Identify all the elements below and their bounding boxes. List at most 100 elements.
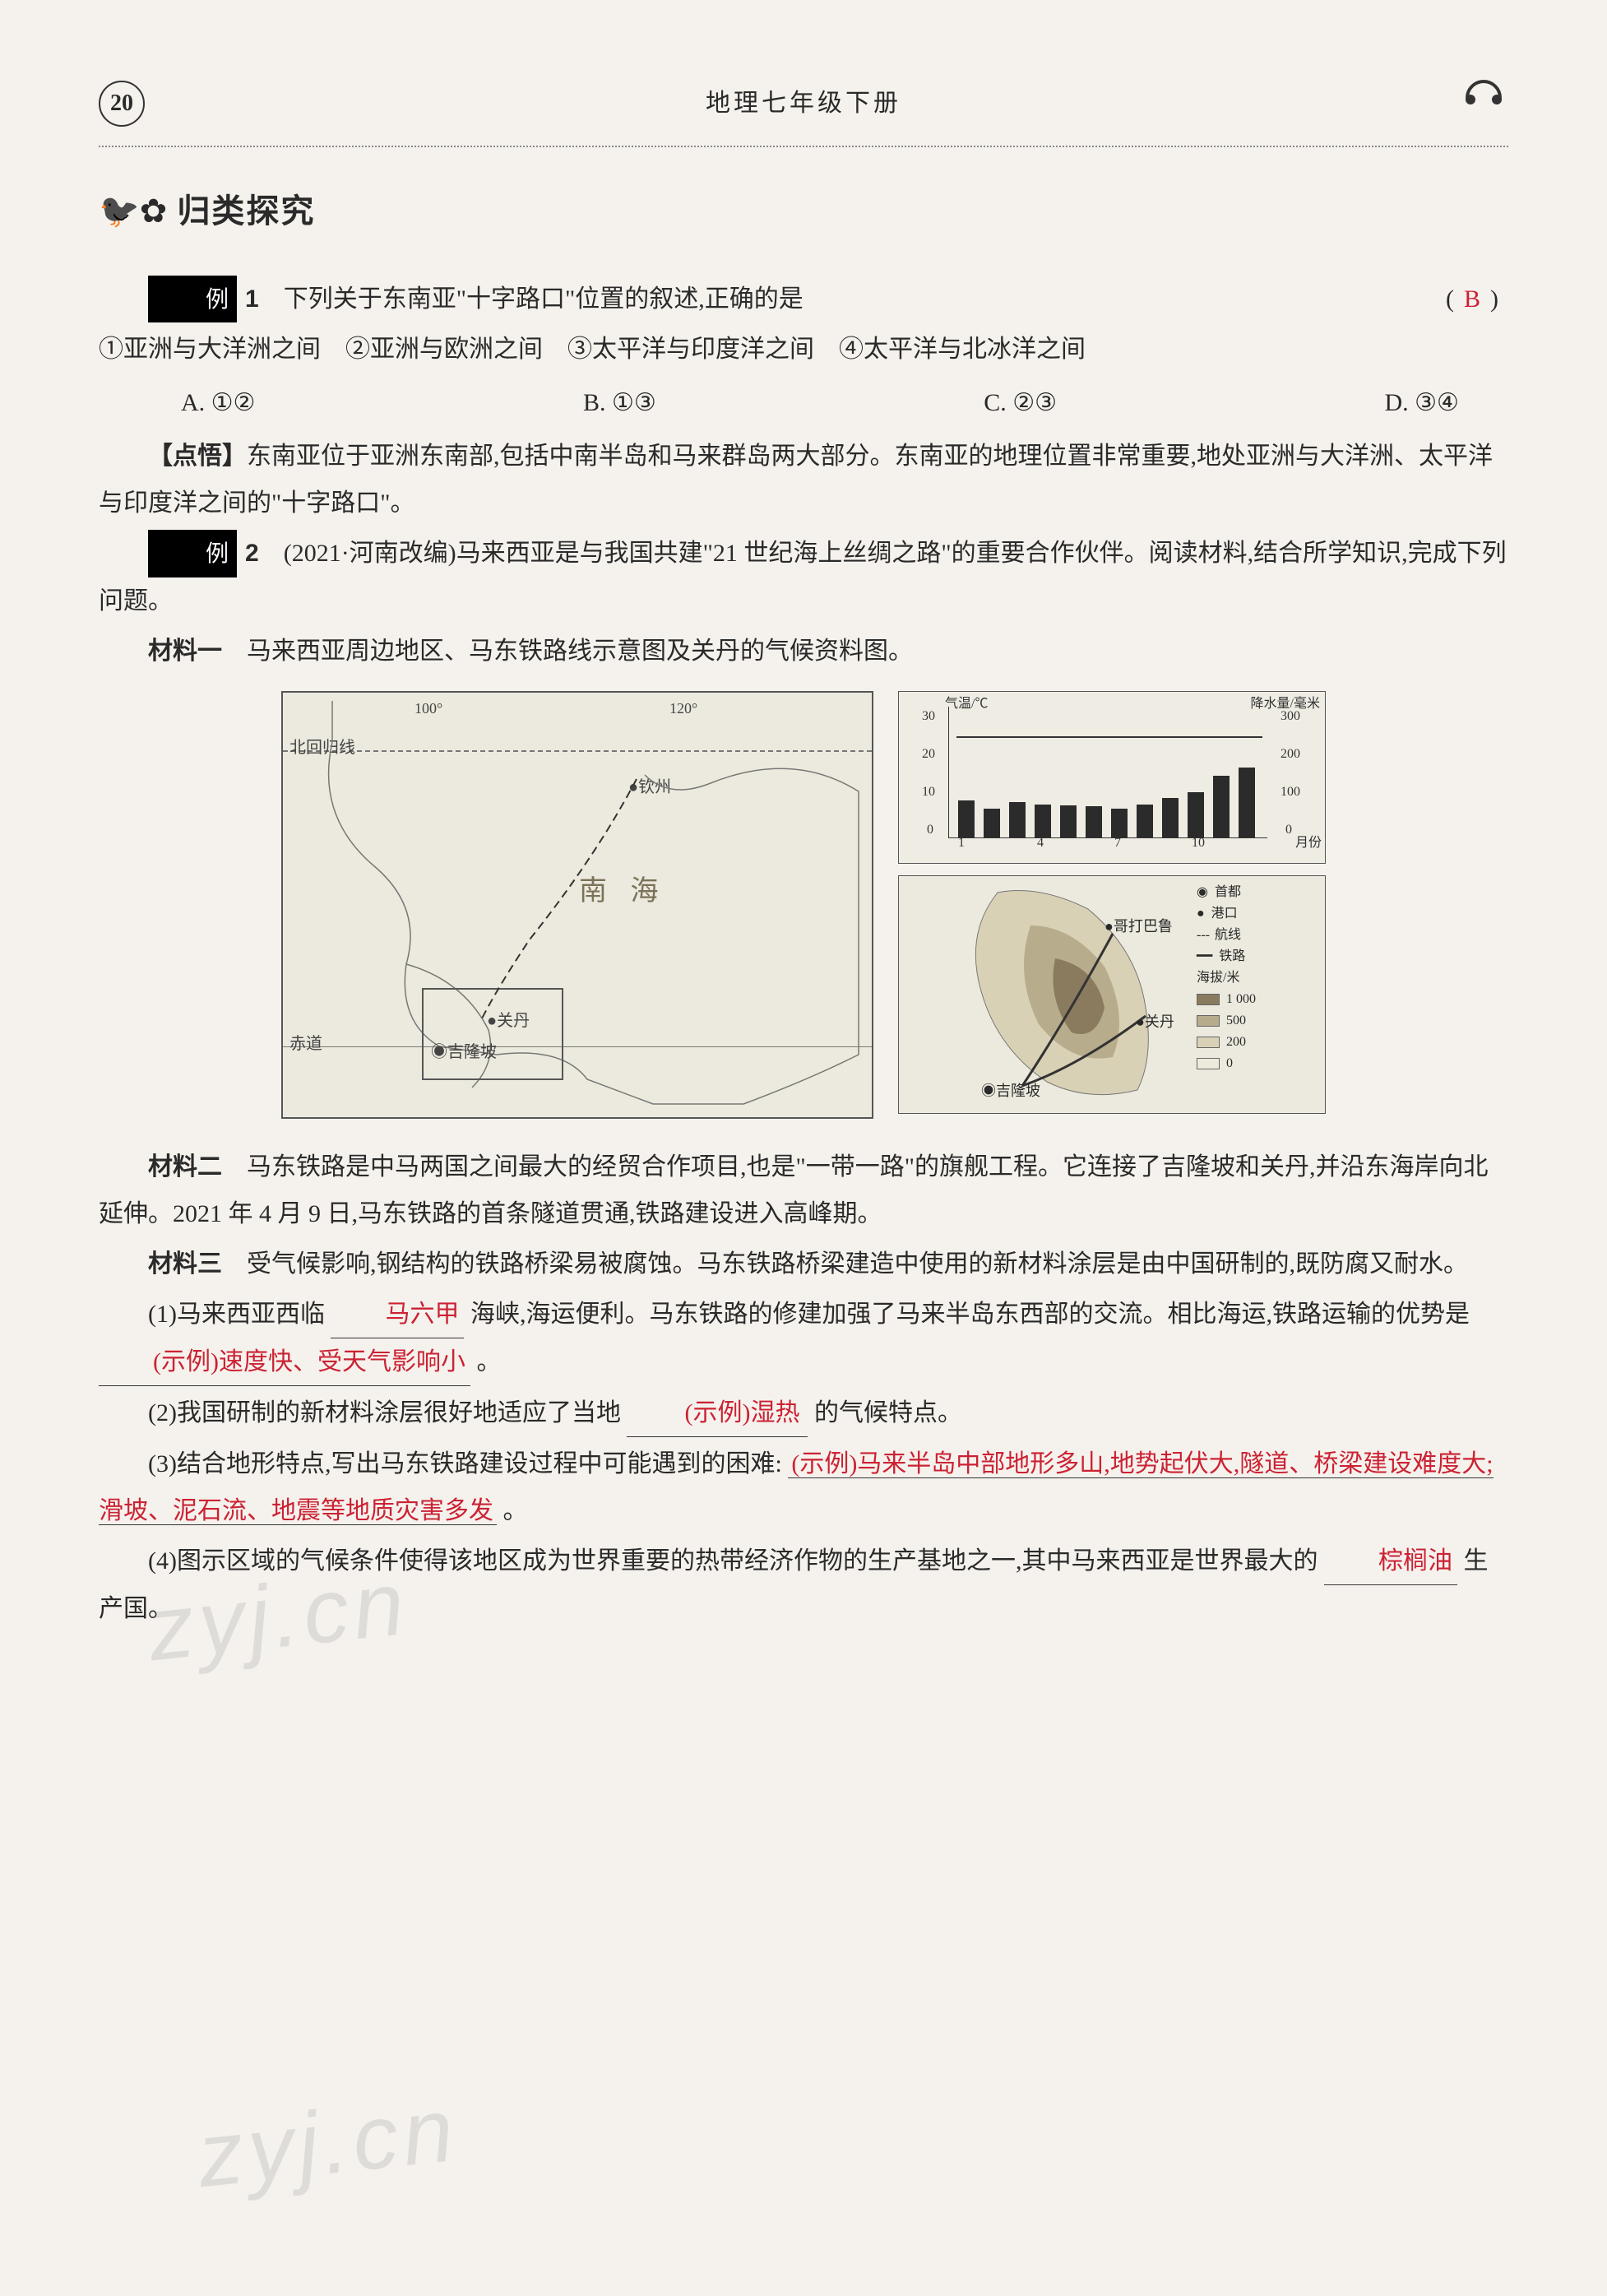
- place-kl: ◉吉隆坡: [431, 1037, 497, 1068]
- ytick: 20: [922, 742, 935, 767]
- page-header: 20 地理七年级下册: [99, 66, 1508, 147]
- place-gdbl: ●哥打巴鲁: [1105, 912, 1173, 940]
- material-2: 材料二 马东铁路是中马两国之间最大的经贸合作项目,也是"一带一路"的旗舰工程。它…: [99, 1143, 1508, 1237]
- place-guandan: ●关丹: [487, 1005, 530, 1037]
- paren-open: (: [1446, 285, 1464, 313]
- legend-elev-500: 500: [1197, 1011, 1320, 1031]
- example-number: 1: [245, 285, 259, 313]
- question-3: (3)结合地形特点,写出马东铁路建设过程中可能遇到的困难: (示例)马来半岛中部…: [99, 1440, 1508, 1534]
- map-legend: ◉首都 ●港口 - - -航线 ━━铁路 海拔/米 1 000 500 200 …: [1197, 881, 1320, 1075]
- example-number: 2: [245, 540, 259, 567]
- material-2-label: 材料二: [148, 1153, 222, 1180]
- watermark: zyj.cn: [189, 2043, 466, 2242]
- temp-line: [956, 736, 1262, 738]
- precip-bar: [958, 800, 975, 837]
- ex2-source: (2021·河南改编): [284, 540, 456, 567]
- precip-bar: [1162, 798, 1179, 837]
- material-1: 材料一 马来西亚周边地区、马东铁路线示意图及关丹的气候资料图。: [99, 628, 1508, 675]
- ex1-answer: B: [1464, 285, 1490, 313]
- dianwu-label: 【点悟】: [148, 443, 247, 470]
- q1-text-c: 。: [476, 1348, 501, 1375]
- ytick: 0: [927, 818, 933, 842]
- figure-right-column: 气温/℃ 降水量/毫米 0 10 20 30 0 100 200 300 1 4…: [898, 691, 1326, 1119]
- material-3-label: 材料三: [148, 1250, 222, 1278]
- example-2-stem: 例2 (2021·河南改编)马来西亚是与我国共建"21 世纪海上丝绸之路"的重要…: [99, 530, 1508, 624]
- q2-text-a: (2)我国研制的新材料涂层很好地适应了当地: [148, 1399, 621, 1426]
- legend-port: ●港口: [1197, 904, 1320, 924]
- q1-text-a: (1)马来西亚西临: [148, 1301, 325, 1328]
- ytick-r: 200: [1281, 742, 1300, 767]
- dianwu-text: 东南亚位于亚洲东南部,包括中南半岛和马来群岛两大部分。东南亚的地理位置非常重要,…: [99, 443, 1493, 517]
- paren-close: ): [1490, 285, 1508, 313]
- ex1-question: 下列关于东南亚"十字路口"位置的叙述,正确的是: [284, 285, 804, 313]
- ytick-r: 300: [1281, 704, 1300, 729]
- x-axis-label: 月份: [1295, 831, 1322, 856]
- material-1-text: 马来西亚周边地区、马东铁路线示意图及关丹的气候资料图。: [247, 638, 913, 665]
- q3-text-b: 。: [503, 1497, 528, 1524]
- precip-bar: [1060, 805, 1077, 837]
- y-axis: [948, 707, 949, 838]
- header-title: 地理七年级下册: [706, 80, 901, 127]
- q1-text-b: 海峡,海运便利。马东铁路的修建加强了马来半岛东西部的交流。相比海运,铁路运输的优…: [470, 1301, 1470, 1328]
- ytick-r: 100: [1281, 780, 1300, 805]
- section-heading: 🐦‍⬛✿ 归类探究: [99, 180, 1508, 243]
- option-c: C. ②③: [984, 379, 1057, 426]
- legend-elev-200: 200: [1197, 1032, 1320, 1052]
- legend-elev-label: 海拔/米: [1197, 968, 1320, 988]
- q2-blank: (示例)湿热: [627, 1389, 808, 1437]
- figure-block: 100° 120° 北回归线 赤道 ●钦州 南 海 ●关丹 ◉吉隆坡 气温/℃ …: [99, 691, 1508, 1119]
- inset-map: ●哥打巴鲁 ●关丹 ◉吉隆坡 ◉首都 ●港口 - - -航线 ━━铁路 海拔/米…: [898, 875, 1326, 1114]
- option-b: B. ①③: [583, 379, 656, 426]
- question-1: (1)马来西亚西临 马六甲 海峡,海运便利。马东铁路的修建加强了马来半岛东西部的…: [99, 1291, 1508, 1386]
- ex1-choices-nums: ①亚洲与大洋洲之间 ②亚洲与欧洲之间 ③太平洋与印度洋之间 ④太平洋与北冰洋之间: [99, 326, 1508, 373]
- ex1-options: A. ①② B. ①③ C. ②③ D. ③④: [99, 376, 1508, 429]
- headphone-icon: [1459, 66, 1508, 141]
- precip-bar: [1111, 809, 1128, 837]
- answer-paren: (B): [1396, 276, 1508, 322]
- precip-bar: [1213, 776, 1230, 837]
- legend-rail: ━━铁路: [1197, 947, 1320, 967]
- precip-bar: [1137, 805, 1153, 837]
- question-2: (2)我国研制的新材料涂层很好地适应了当地 (示例)湿热 的气候特点。: [99, 1389, 1508, 1437]
- ytick: 30: [922, 704, 935, 729]
- ytick: 10: [922, 780, 935, 805]
- q3-text-a: (3)结合地形特点,写出马东铁路建设过程中可能遇到的困难:: [148, 1450, 782, 1477]
- ex1-dianwu: 【点悟】东南亚位于亚洲东南部,包括中南半岛和马来群岛两大部分。东南亚的地理位置非…: [99, 433, 1508, 526]
- example-1-stem: 例1 下列关于东南亚"十字路口"位置的叙述,正确的是 (B): [99, 276, 1508, 322]
- temp-axis-label: 气温/℃: [945, 692, 988, 717]
- place-kl-2: ◉吉隆坡: [981, 1077, 1040, 1105]
- precip-bar: [1086, 806, 1102, 837]
- map-coast-svg: [283, 693, 873, 1119]
- flower-icon: 🐦‍⬛✿: [99, 180, 167, 243]
- precip-bar: [984, 809, 1000, 837]
- precip-bar: [1009, 802, 1026, 837]
- q1-blank-2: (示例)速度快、受天气影响小: [99, 1338, 470, 1386]
- legend-capital: ◉首都: [1197, 883, 1320, 902]
- place-guandan-2: ●关丹: [1136, 1008, 1174, 1036]
- main-map: 100° 120° 北回归线 赤道 ●钦州 南 海 ●关丹 ◉吉隆坡: [281, 691, 873, 1119]
- q2-text-b: 的气候特点。: [814, 1399, 962, 1426]
- ytick-r: 0: [1285, 818, 1292, 842]
- section-title: 归类探究: [177, 180, 315, 243]
- material-3-text: 受气候影响,钢结构的铁路桥梁易被腐蚀。马东铁路桥梁建造中使用的新材料涂层是由中国…: [247, 1250, 1468, 1278]
- question-4: (4)图示区域的气候条件使得该地区成为世界重要的热带经济作物的生产基地之一,其中…: [99, 1538, 1508, 1632]
- material-1-label: 材料一: [148, 638, 222, 665]
- material-2-text: 马东铁路是中马两国之间最大的经贸合作项目,也是"一带一路"的旗舰工程。它连接了吉…: [99, 1153, 1489, 1227]
- q4-blank: 棕榈油: [1324, 1538, 1457, 1585]
- q1-blank-1: 马六甲: [331, 1291, 464, 1338]
- page-content: 20 地理七年级下册 🐦‍⬛✿ 归类探究 例1 下列关于东南亚"十字路口"位置的…: [99, 66, 1508, 1632]
- example-label: 例: [148, 276, 237, 322]
- page-number: 20: [99, 81, 145, 127]
- legend-elev-0: 0: [1197, 1054, 1320, 1074]
- material-3: 材料三 受气候影响,钢结构的铁路桥梁易被腐蚀。马东铁路桥梁建造中使用的新材料涂层…: [99, 1241, 1508, 1287]
- example-label: 例: [148, 530, 237, 577]
- precip-bar: [1188, 792, 1204, 837]
- precip-bar: [1239, 768, 1255, 837]
- legend-elev-1000: 1 000: [1197, 990, 1320, 1009]
- q4-text-a: (4)图示区域的气候条件使得该地区成为世界重要的热带经济作物的生产基地之一,其中…: [148, 1547, 1318, 1575]
- x-axis: [948, 837, 1267, 838]
- climate-chart: 气温/℃ 降水量/毫米 0 10 20 30 0 100 200 300 1 4…: [898, 691, 1326, 864]
- option-a: A. ①②: [181, 379, 255, 426]
- precip-bar: [1035, 805, 1051, 837]
- legend-route: - - -航线: [1197, 925, 1320, 945]
